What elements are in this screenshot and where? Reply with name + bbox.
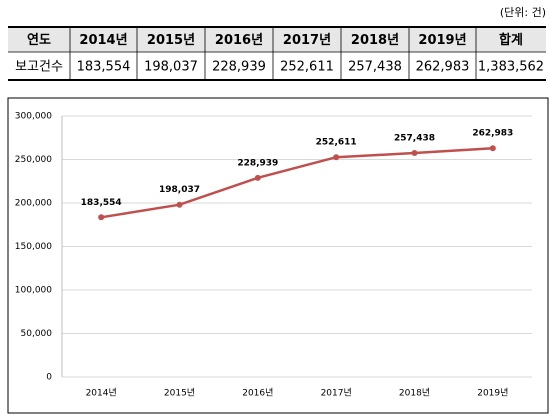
chart-frame [7, 97, 549, 414]
table-cell: 262,983 [416, 60, 470, 75]
table-cell: 257,438 [348, 60, 402, 75]
x-tick-label: 2017년 [321, 388, 352, 399]
data-label: 257,438 [394, 134, 435, 144]
y-tick-label: 100,000 [15, 286, 52, 296]
header-cell: 2015년 [147, 33, 195, 48]
x-tick-label: 2015년 [164, 388, 195, 399]
y-tick-label: 150,000 [15, 242, 52, 252]
x-tick-label: 2019년 [477, 388, 508, 399]
y-tick-label: 50,000 [21, 329, 53, 339]
header-cell: 합계 [499, 32, 523, 48]
y-tick-label: 0 [46, 373, 52, 383]
y-tick-label: 250,000 [15, 155, 52, 165]
data-label: 252,611 [316, 138, 357, 148]
data-label: 228,939 [237, 158, 278, 168]
header-cell: 2019년 [418, 33, 466, 48]
data-label: 262,983 [472, 129, 513, 139]
data-label: 183,554 [81, 198, 122, 208]
point-marker [176, 201, 183, 208]
y-tick-label: 300,000 [15, 112, 52, 122]
table-cell: 보고건수 [15, 60, 63, 75]
point-marker [489, 145, 496, 152]
table-cell: 228,939 [212, 60, 266, 75]
header-cell: 2014년 [79, 33, 127, 48]
y-tick-label: 200,000 [15, 199, 52, 209]
header-cell: 2018년 [351, 33, 399, 48]
point-marker [333, 154, 340, 161]
unit-note: (단위: 건) [500, 6, 546, 19]
point-marker [98, 214, 105, 221]
table-cell: 183,554 [77, 60, 131, 75]
header-cell: 2017년 [283, 33, 331, 48]
header-cell: 2016년 [215, 33, 263, 48]
table-cell: 198,037 [144, 60, 198, 75]
point-marker [254, 174, 261, 181]
table-cell: 252,611 [280, 60, 334, 75]
x-tick-label: 2016년 [242, 388, 273, 399]
header-cell: 연도 [27, 33, 51, 48]
point-marker [411, 150, 418, 157]
series-line [100, 146, 493, 219]
data-label: 198,037 [159, 185, 200, 195]
x-tick-label: 2014년 [86, 388, 117, 399]
header-bg [8, 27, 546, 52]
x-tick-label: 2018년 [399, 388, 430, 399]
table-cell: 1,383,562 [478, 60, 544, 75]
